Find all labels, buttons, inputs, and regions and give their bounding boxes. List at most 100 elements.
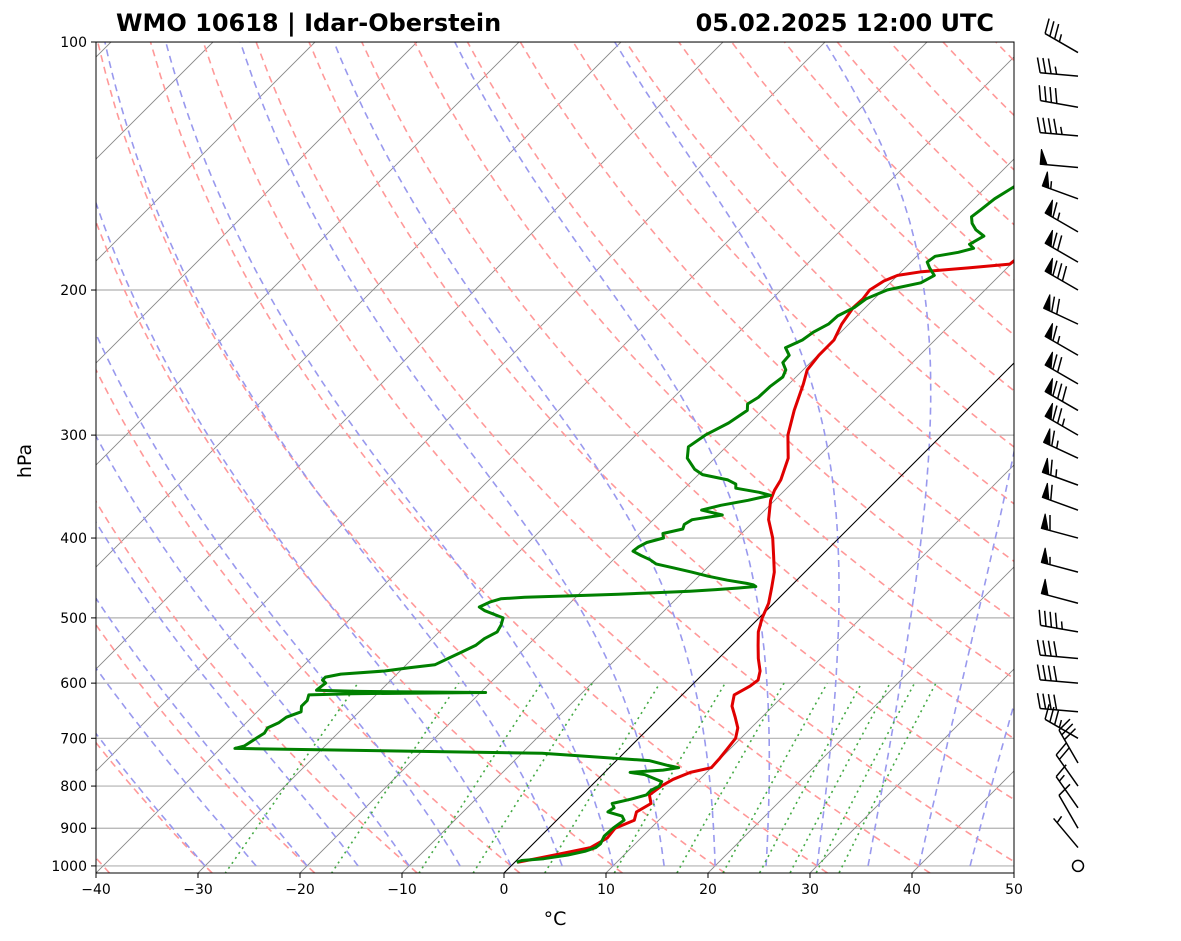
wind-barb — [1055, 742, 1079, 787]
dry-adiabat-line — [96, 623, 316, 873]
dry-adiabat-line — [96, 368, 521, 873]
y-axis-label: hPa — [14, 444, 36, 478]
y-tick-label: 500 — [60, 611, 87, 627]
mixing-ratio-line — [330, 682, 460, 873]
moist-adiabat-line — [969, 701, 1014, 867]
wind-barb — [1058, 783, 1079, 829]
dewpoint-profile-line — [233, 185, 1014, 864]
wind-barb — [1036, 664, 1079, 684]
isotherm-line — [96, 42, 928, 873]
dry-adiabat-line — [308, 42, 1014, 801]
chart-title-station: WMO 10618 | Idar-Oberstein — [116, 9, 501, 37]
x-tick-label: 0 — [500, 882, 509, 898]
isotherm-line — [401, 260, 1014, 873]
x-tick-label: 10 — [597, 882, 615, 898]
x-tick-label: −10 — [387, 882, 417, 898]
wind-barb — [1044, 378, 1079, 412]
moist-adiabat-line — [333, 42, 716, 866]
dry-adiabat-line — [96, 42, 726, 873]
moist-adiabat-line — [104, 42, 563, 867]
dry-adiabat-line — [413, 42, 1014, 680]
x-tick-label: 30 — [801, 882, 819, 898]
mixing-ratio-line — [613, 682, 726, 873]
isotherm-line — [96, 42, 418, 364]
y-tick-label: 900 — [60, 821, 87, 837]
dry-adiabats — [96, 42, 1014, 873]
y-tick-label: 600 — [60, 676, 87, 692]
dry-adiabat-line — [96, 219, 623, 873]
wind-barb — [1039, 149, 1079, 169]
dry-adiabat-line — [149, 42, 828, 873]
dry-adiabat-line — [572, 42, 1014, 505]
wind-barb — [1044, 704, 1079, 739]
wind-barb — [1044, 402, 1079, 436]
mixing-ratio-line — [815, 682, 916, 873]
y-tick-label: 1000 — [51, 859, 87, 875]
mixing-ratio-line — [758, 682, 863, 873]
isotherm-line — [605, 464, 1014, 873]
wind-barb — [1071, 859, 1085, 873]
x-tick-label: −40 — [81, 882, 111, 898]
moist-adiabat-line — [918, 448, 1014, 867]
moist-adiabat-line — [96, 666, 257, 867]
isotherm-line — [96, 42, 622, 568]
wind-barb — [1044, 257, 1079, 291]
plot-area — [96, 42, 1014, 873]
x-tick-label: −20 — [285, 882, 315, 898]
x-tick-label: 40 — [903, 882, 921, 898]
moist-adiabat-line — [239, 42, 665, 866]
moist-adiabat-line — [96, 520, 359, 867]
moist-adiabats — [96, 42, 1014, 867]
dry-adiabat-line — [96, 500, 418, 873]
mixing-ratio-line — [224, 682, 359, 873]
mixing-ratio-line — [838, 682, 937, 873]
moist-adiabat-line — [824, 42, 932, 867]
isotherm-line — [299, 158, 1014, 873]
mixing-ratio-line — [418, 682, 542, 873]
wind-barb — [1041, 457, 1079, 486]
moist-adiabat-line — [96, 597, 308, 867]
chart-title-datetime: 05.02.2025 12:00 UTC — [696, 9, 994, 37]
wind-barb — [1044, 18, 1079, 54]
moist-adiabat-line — [96, 200, 512, 867]
axis-ticks: −40 −30 −20 −10 0 10 20 30 40 50 1000 900 800 700 600 5… — [51, 35, 1023, 898]
wind-barb — [1041, 482, 1079, 511]
wind-barb — [1040, 513, 1079, 539]
wind-barb — [1036, 57, 1079, 77]
x-axis-label: °C — [544, 908, 567, 930]
plot-frame — [95, 41, 1015, 874]
y-tick-label: 100 — [60, 35, 87, 51]
wind-barb — [1040, 547, 1079, 573]
isotherm-line — [96, 42, 826, 772]
mixing-ratio-line — [675, 682, 785, 873]
wind-barb — [1041, 171, 1079, 200]
wind-barb — [1038, 85, 1079, 108]
wind-barb — [1040, 578, 1079, 605]
wind-barb — [1036, 639, 1079, 660]
temperature-profile-line — [517, 258, 1014, 864]
moist-adiabat-line — [96, 732, 206, 867]
moist-adiabat-line — [96, 332, 461, 867]
wind-barb — [1042, 428, 1079, 459]
moist-adiabat-line — [454, 42, 771, 866]
mixing-ratio-line — [472, 682, 594, 873]
wind-barb — [1036, 693, 1079, 713]
wind-barb — [1044, 199, 1079, 233]
y-tick-label: 800 — [60, 779, 87, 795]
x-tick-label: 20 — [699, 882, 717, 898]
isotherm-line — [96, 42, 316, 262]
isotherm-line — [96, 42, 520, 466]
wind-barb — [1038, 609, 1079, 633]
wind-barb — [1052, 815, 1079, 849]
isotherm-line — [809, 668, 1014, 873]
mixing-ratio-line — [789, 682, 891, 873]
isotherm-line — [197, 56, 1014, 873]
x-tick-label: −30 — [183, 882, 213, 898]
wind-barb — [1044, 323, 1079, 356]
y-tick-label: 300 — [60, 428, 87, 444]
y-tick-label: 400 — [60, 531, 87, 547]
wind-barb — [1044, 229, 1079, 263]
wind-barb — [1036, 117, 1079, 137]
dry-adiabat-line — [255, 42, 1014, 863]
